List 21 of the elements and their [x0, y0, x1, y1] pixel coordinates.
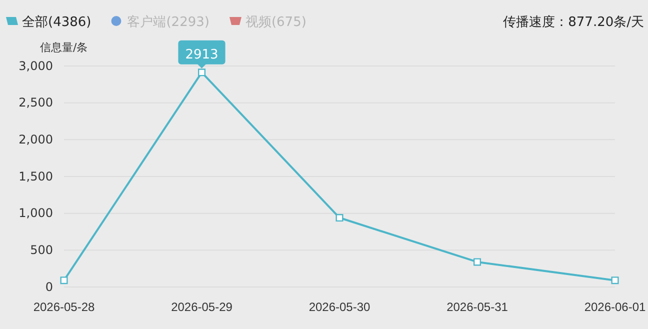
data-label: 2913	[185, 47, 218, 62]
y-tick-label: 3,000	[18, 58, 53, 73]
point	[60, 276, 68, 284]
point	[473, 258, 482, 266]
y-tick-label: 1,500	[18, 169, 53, 184]
y-axis-title: 信息量/条	[40, 41, 88, 54]
point	[611, 276, 619, 284]
point	[198, 68, 206, 76]
y-tick-label: 0	[45, 280, 53, 294]
x-tick-label: 2026-05-28	[33, 300, 96, 314]
text: 传播速度：877.20条/天	[503, 14, 644, 30]
y-tick-label: 2,500	[18, 96, 53, 110]
y-tick-label: 500	[30, 243, 53, 258]
point	[336, 214, 344, 222]
x-tick-label: 2026-05-29	[171, 300, 233, 314]
legend-label: 全部(4386)	[22, 15, 92, 30]
y-tick-label: 2,000	[18, 132, 53, 147]
y-tick-label: 1,000	[18, 206, 53, 220]
x-tick-label: 2026-06-01	[584, 300, 646, 314]
x-tick-label: 2026-05-30	[308, 300, 371, 314]
x-tick-label: 2026-05-31	[446, 300, 508, 314]
